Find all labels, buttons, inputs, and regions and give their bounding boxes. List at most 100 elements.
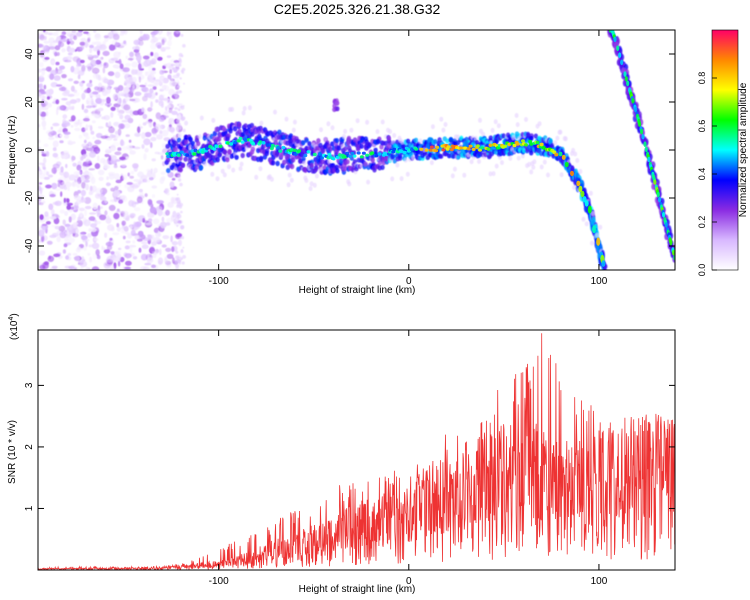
y-tick-label: 20 [24,96,35,108]
noise-dot [57,129,62,133]
noise-dot [52,152,59,158]
noise-dot [161,142,166,149]
noise-dot [118,123,125,130]
trace-core-dot [331,157,336,161]
noise-dot [38,182,43,185]
noise-dot [66,204,71,210]
trace-halo-dot [243,123,248,129]
noise-dot [49,216,57,220]
noise-dot [133,221,137,228]
trace-halo-dot [259,120,264,126]
noise-dot [94,163,101,169]
noise-dot [61,91,69,96]
noise-dot [163,137,171,142]
trace-halo-dot [212,130,218,137]
noise-dot [59,170,64,176]
trace-core-dot [459,146,464,150]
noise-dot [67,237,75,244]
noise-dot [73,35,77,41]
colorbar-tick-label: 0.6 [697,120,707,133]
trace-core-dot [335,155,340,160]
noise-dot [103,164,111,169]
noise-dot [39,250,46,256]
trace-halo-dot [501,133,506,139]
trace-halo-dot [221,126,227,132]
trace-halo-dot [380,164,385,170]
noise-dot [92,136,96,140]
trace-core-dot [626,80,630,87]
trace-halo-dot [584,221,589,227]
noise-dot [165,106,168,111]
noise-dot [61,181,67,186]
noise-dot [63,186,68,190]
noise-dot [129,245,133,253]
noise-dot [123,213,130,219]
noise-dot [50,82,58,88]
trace-halo-dot [250,131,255,137]
trace-halo-dot [301,156,306,162]
noise-dot [144,262,152,266]
noise-dot [88,168,96,171]
noise-dot [168,88,175,96]
trace-core-dot [281,145,286,150]
noise-dot [91,67,100,74]
noise-dot [49,193,56,198]
trace-halo-dot [359,143,364,149]
noise-dot [158,30,162,36]
trace-halo-dot [343,128,348,134]
trace-halo-dot [196,140,201,147]
trace-core-dot [638,121,642,127]
noise-dot [76,32,83,37]
noise-dot [72,56,80,62]
noise-dot [117,147,122,151]
noise-dot [179,236,182,240]
noise-dot [132,256,138,260]
trace-halo-dot [184,120,189,126]
trace-halo-dot [383,140,388,146]
noise-dot [80,85,84,91]
noise-dot [38,162,45,166]
trace-core-dot [318,152,322,156]
noise-dot [48,32,53,36]
noise-dot [44,211,49,217]
noise-dot [91,144,99,149]
trace-halo-dot [328,146,333,152]
trace-halo-dot [277,129,282,135]
noise-dot [56,236,61,243]
noise-dot [162,112,168,116]
noise-dot [134,234,140,240]
noise-dot [85,183,89,191]
trace-halo-dot [558,129,563,135]
noise-dot [40,91,47,95]
noise-dot [114,71,121,79]
trace-halo-dot [314,173,319,179]
noise-dot [92,55,99,59]
trace-halo-dot [316,138,321,144]
noise-dot [170,235,173,243]
noise-dot [110,251,115,255]
noise-dot [175,263,180,268]
noise-dot [94,139,102,145]
noise-dot [39,74,44,78]
trace-halo-dot [515,122,520,128]
noise-dot [76,181,81,189]
noise-dot [166,217,174,223]
noise-dot [150,101,153,108]
noise-dot [123,87,130,94]
colorbar-label: Normalized spectral amplitude [738,82,749,217]
noise-dot [159,176,165,185]
noise-dot [110,106,116,111]
noise-dot [89,212,97,215]
noise-dot [178,63,182,67]
noise-dot [151,194,156,198]
trace-halo-dot [339,158,344,164]
noise-dot [85,143,89,149]
noise-dot [180,236,185,240]
noise-dot [101,99,107,102]
noise-dot [134,133,141,137]
noise-dot [124,183,128,189]
noise-dot [112,232,120,236]
noise-dot [38,185,41,192]
noise-dot [142,33,147,41]
